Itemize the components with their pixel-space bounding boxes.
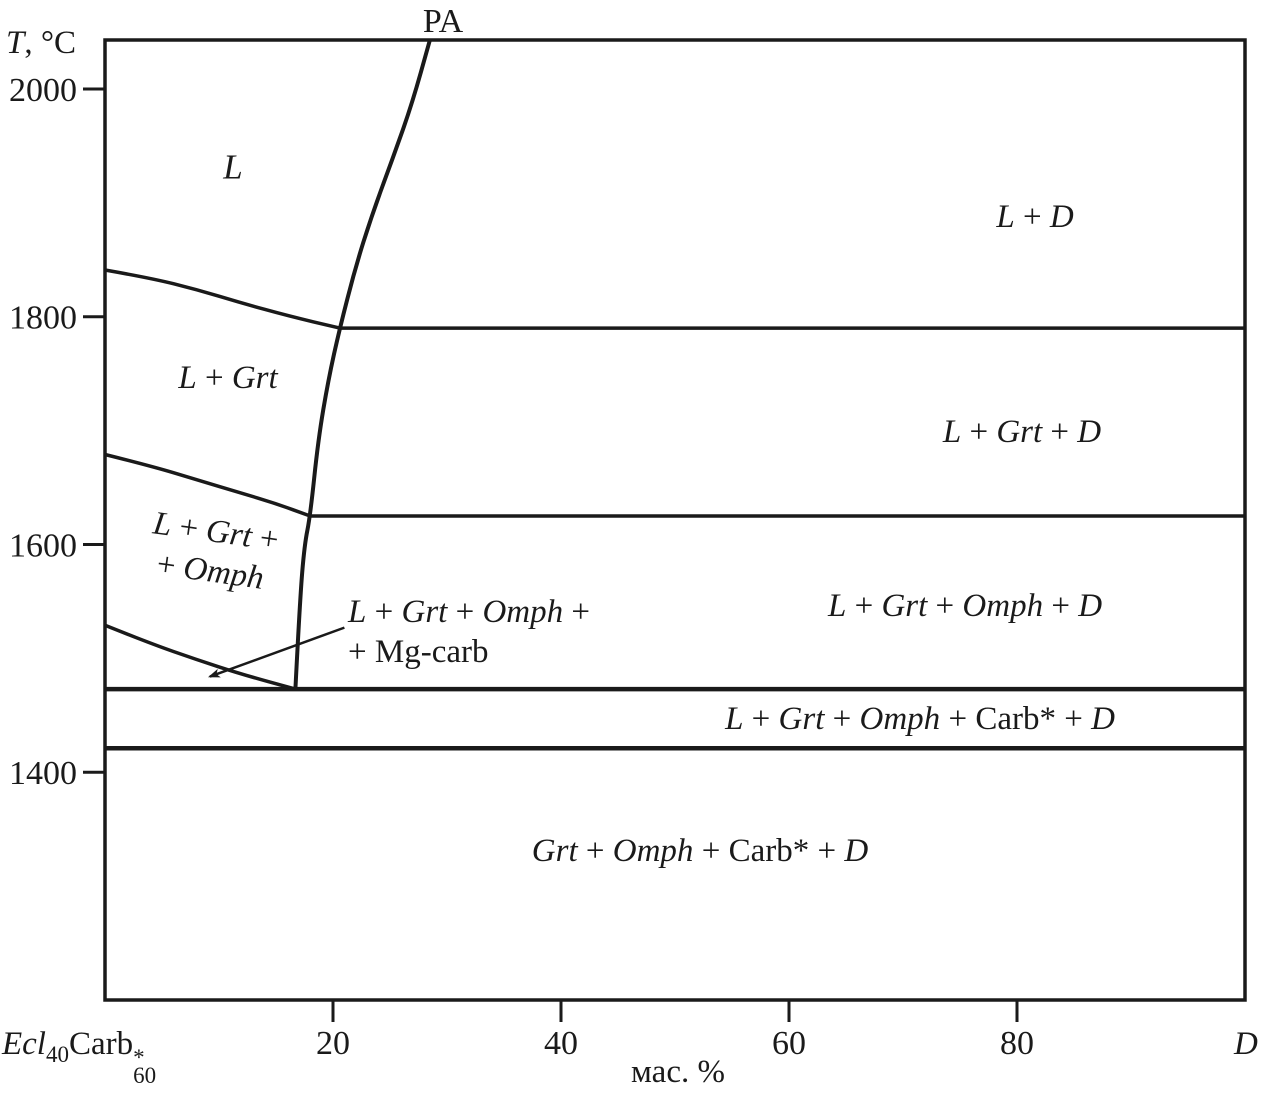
x-tick-label-80: 80 [1000,1025,1034,1062]
region-label-l-grt-omph-carb-d: L + Grt + Omph + Carb* + D [725,700,1115,737]
pa-curve-label: PA [422,3,464,40]
y-axis-title-unit: , °C [24,25,77,61]
y-axis-title-symbol: T [6,25,25,61]
y-tick-label-1400: 1400 [9,755,77,792]
y-tick-label-1600: 1600 [9,527,77,564]
region-label-mgcarb-line2: + Mg-carb [348,634,489,671]
x-tick-label-20: 20 [316,1025,350,1062]
boundary-l-grt-to-l-grt-omph [104,452,311,518]
left-endmember-phase2-supsub: * 60 [133,1045,157,1088]
boundary-pa-univariant [293,39,432,690]
region-label-l-grt-omph: L + Grt + + Omph [145,503,281,600]
x-axis-right-endmember: D [1234,1026,1258,1062]
x-tick-label-40: 40 [544,1025,578,1062]
y-tick-label-2000: 2000 [9,72,77,109]
region-label-grt-omph-carb-d: Grt + Omph + Carb* + D [531,832,869,869]
left-endmember-phase1-sub: 40 [45,1042,69,1067]
region-label-l-grt-omph-mgcarb: L + Grt + Omph + + Mg-carb [348,592,590,673]
left-endmember-phase1: Ecl [2,1026,46,1062]
y-tick-label-1800: 1800 [9,300,77,337]
left-endmember-phase2-sup: * [133,1045,145,1070]
mg-carb-pointer-arrow [208,626,345,678]
y-axis-title: T, °C [6,25,76,62]
region-label-l: L [223,147,243,187]
x-axis-left-endmember: Ecl40Carb * 60 [2,1026,157,1088]
left-endmember-phase2: Carb [68,1026,134,1062]
x-tick-label-60: 60 [772,1025,806,1062]
x-axis-title: мас. % [631,1054,725,1090]
region-label-l-grt: L + Grt [178,359,278,396]
region-label-l-grt-omph-d: L + Grt + Omph + D [827,587,1103,624]
region-label-l-grt-d: L + Grt + D [942,413,1102,450]
region-label-l-d: L + D [996,198,1074,235]
plot-frame [103,38,1247,1002]
region-label-mgcarb-line1: L + Grt + Omph + [348,594,590,630]
left-endmember-phase2-sub: 60 [133,1062,157,1088]
boundary-l-to-l-grt [104,268,341,330]
boundary-l-grt-omph-to-mg-carb [104,623,296,691]
